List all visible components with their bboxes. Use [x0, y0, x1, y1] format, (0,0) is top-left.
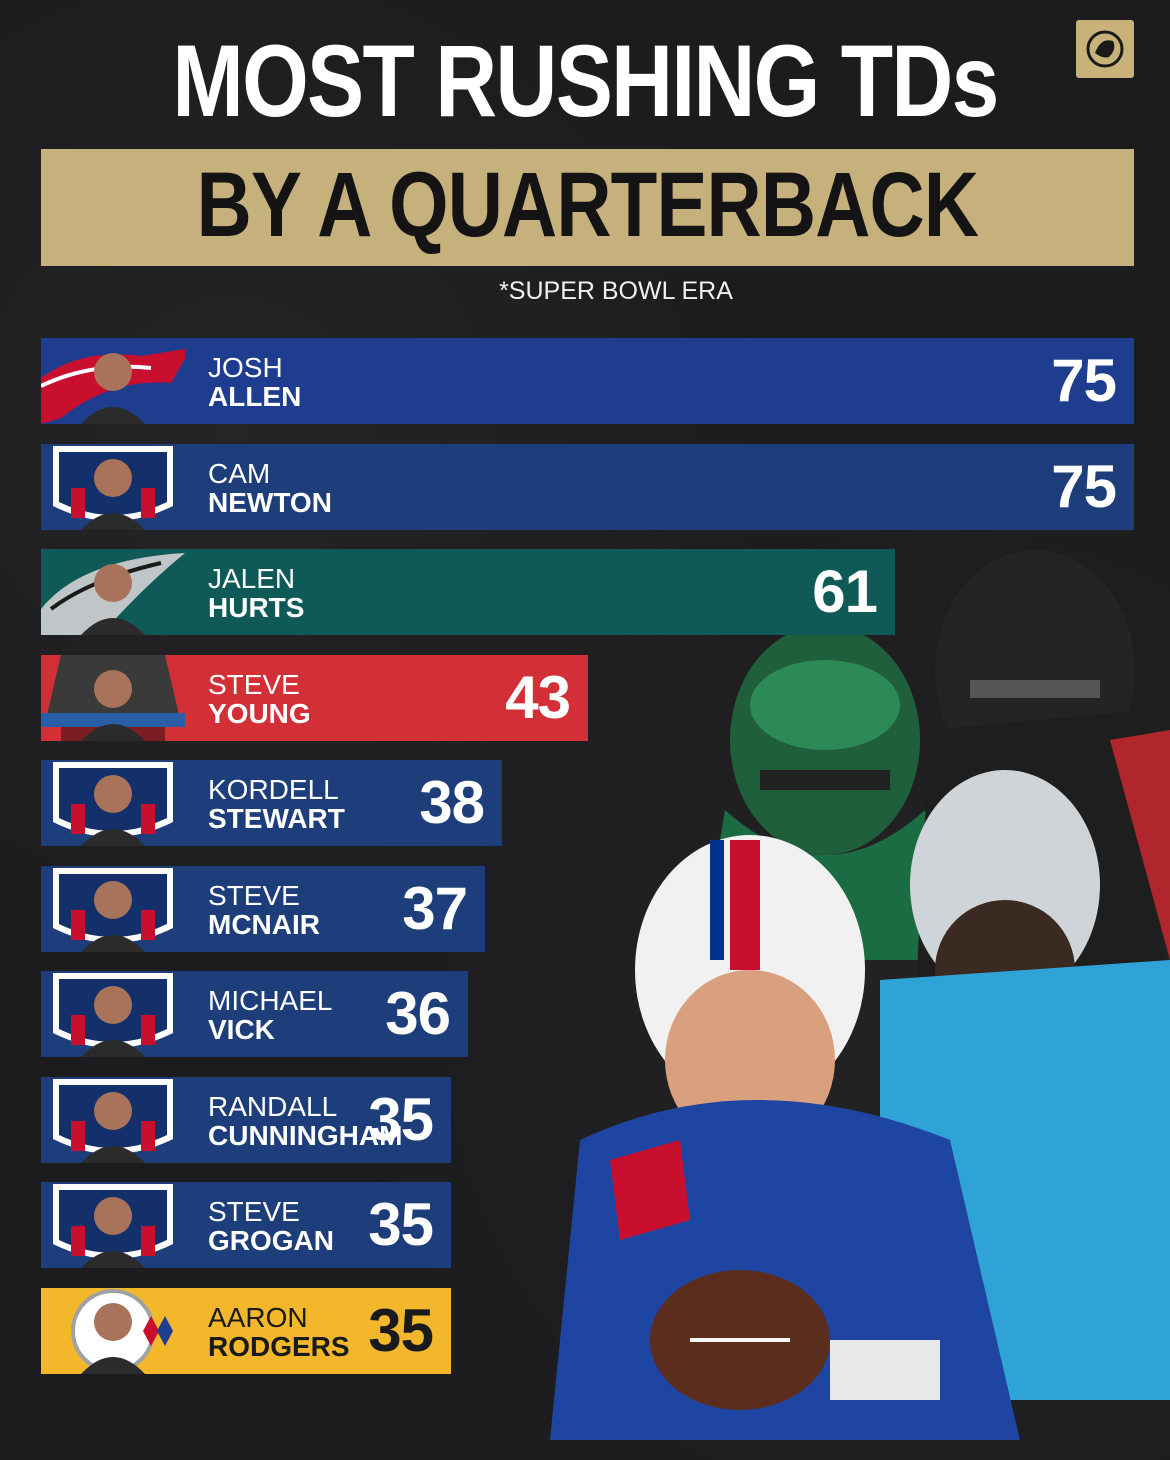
- nfl-shield-icon: [41, 760, 185, 846]
- player-name-label: STEVE MCNAIR: [208, 881, 320, 939]
- bar-value-label: 37: [402, 875, 468, 942]
- bar-value-label: 35: [368, 1297, 434, 1364]
- player-first-name: CAM: [208, 458, 271, 489]
- player-last-name: MCNAIR: [208, 909, 320, 940]
- nfl-shield-icon: [41, 1077, 185, 1163]
- player-name-label: JOSH ALLEN: [208, 353, 301, 411]
- player-first-name: AARON: [208, 1302, 308, 1333]
- nfl-shield-icon: [41, 866, 185, 952]
- player-name-label: JALEN HURTS: [208, 564, 304, 622]
- eagles-logo-icon: [41, 549, 185, 635]
- bar-allen: [41, 338, 1134, 424]
- bar-value-label: 35: [368, 1086, 434, 1153]
- player-name-label: STEVE GROGAN: [208, 1197, 334, 1255]
- player-first-name: RANDALL: [208, 1091, 338, 1122]
- bar-value-label: 75: [1051, 347, 1117, 414]
- player-name-label: AARON RODGERS: [208, 1303, 350, 1361]
- player-last-name: HURTS: [208, 592, 305, 623]
- player-first-name: STEVE: [208, 880, 300, 911]
- player-last-name: CUNNINGHAM: [208, 1120, 403, 1151]
- player-first-name: JALEN: [208, 563, 296, 594]
- hall-of-fame-icon: [41, 655, 185, 741]
- steelers-logo-icon: [41, 1288, 185, 1374]
- nfl-shield-icon: [41, 971, 185, 1057]
- title-line-1: MOST RUSHING TDs: [172, 24, 999, 138]
- players-artwork: [550, 550, 1170, 1440]
- bar-value-label: 36: [385, 980, 451, 1047]
- bar-value-label: 35: [368, 1191, 434, 1258]
- player-name-label: RANDALL CUNNINGHAM: [208, 1092, 402, 1150]
- bills-logo-icon: [41, 338, 185, 424]
- era-note: *SUPER BOWL ERA: [499, 277, 733, 305]
- player-first-name: STEVE: [208, 669, 300, 700]
- player-first-name: STEVE: [208, 1196, 300, 1227]
- player-first-name: MICHAEL: [208, 985, 333, 1016]
- brand-lion-icon: [1076, 20, 1134, 78]
- nfl-shield-icon: [41, 1182, 185, 1268]
- player-last-name: RODGERS: [208, 1331, 350, 1362]
- title-band: [41, 149, 1134, 266]
- bar-value-label: 43: [505, 664, 571, 731]
- nfl-shield-icon: [41, 444, 185, 530]
- player-first-name: KORDELL: [208, 774, 339, 805]
- player-last-name: VICK: [208, 1014, 275, 1045]
- player-last-name: YOUNG: [208, 698, 311, 729]
- player-name-label: KORDELL STEWART: [208, 775, 345, 833]
- player-name-label: STEVE YOUNG: [208, 670, 311, 728]
- bar-value-label: 61: [812, 558, 878, 625]
- bar-newton: [41, 444, 1134, 530]
- player-last-name: STEWART: [208, 803, 345, 834]
- player-last-name: GROGAN: [208, 1225, 334, 1256]
- player-last-name: ALLEN: [208, 381, 302, 412]
- player-last-name: NEWTON: [208, 487, 332, 518]
- bar-value-label: 75: [1051, 453, 1117, 520]
- title-line-2: BY A QUARTERBACK: [196, 154, 979, 256]
- player-name-label: MICHAEL VICK: [208, 986, 332, 1044]
- bar-value-label: 38: [419, 769, 485, 836]
- player-name-label: CAM NEWTON: [208, 459, 332, 517]
- player-first-name: JOSH: [208, 352, 283, 383]
